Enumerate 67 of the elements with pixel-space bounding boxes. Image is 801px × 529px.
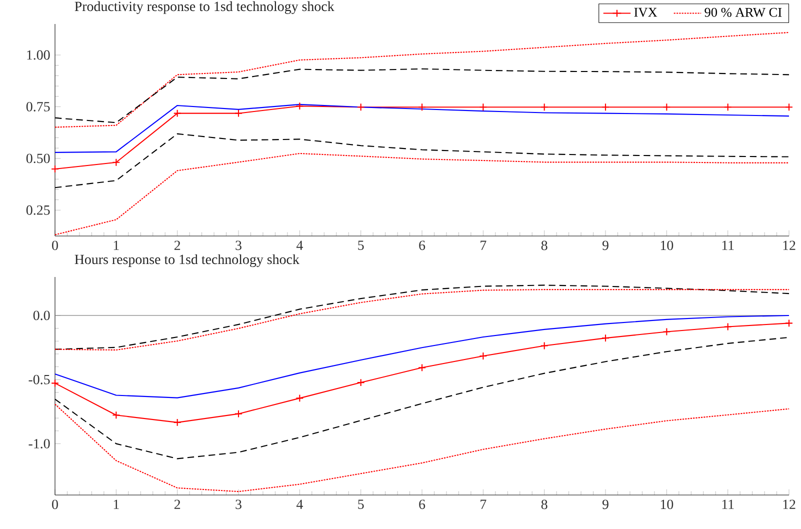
point <box>173 109 182 118</box>
line-series <box>54 32 790 128</box>
x-tick-label: 8 <box>541 240 548 250</box>
point <box>540 342 548 350</box>
x-tick-label: 1 <box>114 500 119 509</box>
point <box>724 322 732 331</box>
x-tick-label: 8 <box>541 500 548 510</box>
x-tick-label: 10 <box>660 240 674 250</box>
x-tick-label: 12 <box>783 500 796 509</box>
x-tick-label: 5 <box>358 240 364 250</box>
x-tick-label: 9 <box>602 240 608 250</box>
chart-title: Hours response to 1sd technology shock <box>74 254 300 267</box>
point <box>662 103 671 112</box>
x-tick-label: 5 <box>358 500 364 509</box>
point <box>785 103 793 112</box>
y-tick-label: 0.75 <box>26 102 50 112</box>
point <box>602 103 610 112</box>
legend-label: IVX <box>634 8 658 17</box>
y-tick-label: 1.00 <box>27 50 50 60</box>
x-tick-label: 2 <box>174 500 180 509</box>
x-tick-label: 7 <box>480 500 486 509</box>
point <box>51 379 59 388</box>
y-tick-label: 0.25 <box>26 205 50 215</box>
point <box>356 378 365 387</box>
point <box>724 103 732 112</box>
y-tick-label: -0.5 <box>28 374 50 384</box>
point <box>540 103 548 112</box>
line-series <box>54 314 790 398</box>
point <box>234 109 242 118</box>
x-tick-label: 1 <box>114 240 119 250</box>
chart-title: Productivity response to 1sd technology shock <box>74 1 334 14</box>
point <box>234 410 242 418</box>
point <box>296 102 304 110</box>
point <box>112 158 120 166</box>
point <box>785 319 793 328</box>
y-tick-label: 0.50 <box>26 154 50 164</box>
x-tick-label: 11 <box>722 240 734 250</box>
x-tick-label: 0 <box>52 240 58 250</box>
point <box>662 328 671 336</box>
x-tick-label: 4 <box>296 500 303 509</box>
y-tick-label: 0.0 <box>33 310 50 320</box>
x-tick-label: 3 <box>236 500 242 510</box>
x-tick-label: 11 <box>722 500 734 509</box>
point <box>479 103 488 112</box>
point <box>296 394 304 402</box>
point <box>418 364 426 372</box>
legend-label: 90 % ARW CI <box>704 8 782 17</box>
x-tick-label: 0 <box>52 500 58 510</box>
point <box>602 334 610 342</box>
x-tick-label: 6 <box>419 500 426 510</box>
point <box>173 418 182 426</box>
line-series <box>54 404 790 492</box>
point <box>51 164 59 173</box>
x-tick-label: 2 <box>174 240 180 250</box>
point <box>356 103 365 112</box>
line-series <box>54 104 790 153</box>
x-tick-label: 12 <box>783 240 796 250</box>
y-tick-label: -1.0 <box>28 438 50 448</box>
x-tick-label: 10 <box>660 500 674 510</box>
x-tick-label: 7 <box>480 240 486 250</box>
x-tick-label: 3 <box>236 240 242 250</box>
point <box>112 411 120 420</box>
point <box>418 103 426 112</box>
point <box>479 352 488 360</box>
x-tick-label: 6 <box>419 240 426 250</box>
x-tick-label: 4 <box>296 240 303 250</box>
x-tick-label: 9 <box>602 500 608 510</box>
